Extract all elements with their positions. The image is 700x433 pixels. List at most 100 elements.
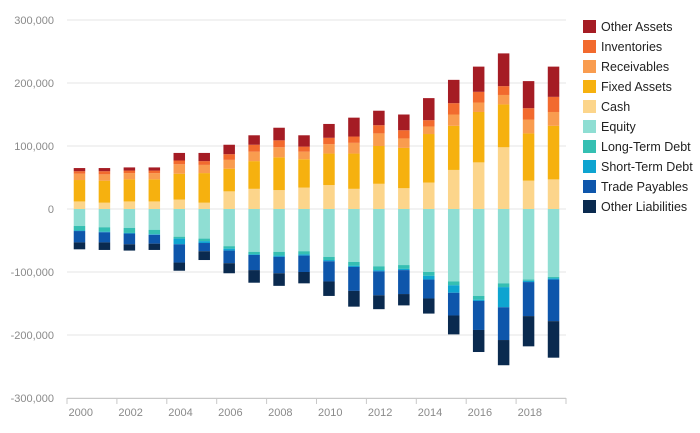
bar-other-liabilities-2016	[472, 329, 485, 353]
bar-cash-2016	[472, 162, 485, 209]
bar-other-liabilities-2006	[223, 263, 235, 274]
bar-inventories-2015	[447, 103, 460, 115]
bar-receivables-2011	[348, 142, 360, 154]
bar-long-term-debt-2012	[373, 266, 385, 271]
legend-swatch-other-assets	[583, 20, 596, 33]
y-tick-label: -300,000	[11, 393, 54, 405]
bar-short-term-debt-2000	[73, 230, 86, 232]
y-tick-label: 300,000	[14, 15, 54, 27]
bar-long-term-debt-2006	[223, 246, 235, 249]
bar-equity-2006	[223, 209, 235, 247]
legend-swatch-receivables	[583, 60, 596, 73]
bar-fixed-assets-2011	[348, 153, 360, 189]
bar-trade-payables-2014	[423, 279, 435, 299]
bar-inventories-2010	[323, 137, 335, 145]
bar-inventories-2005	[198, 161, 210, 165]
bar-receivables-2009	[298, 151, 310, 160]
bar-inventories-2002	[123, 170, 136, 174]
x-tick-label: 2008	[268, 407, 292, 419]
bar-short-term-debt-2019	[547, 278, 560, 280]
bar-other-assets-2004	[173, 152, 186, 161]
bar-fixed-assets-2010	[323, 153, 335, 186]
bar-receivables-2014	[423, 126, 435, 135]
bar-cash-2018	[522, 180, 535, 209]
bar-trade-payables-2017	[497, 307, 510, 341]
bar-long-term-debt-2014	[423, 272, 435, 276]
bar-long-term-debt-2004	[173, 236, 186, 239]
bar-cash-2012	[373, 183, 385, 209]
bar-fixed-assets-2016	[472, 111, 485, 163]
bar-long-term-debt-2001	[98, 227, 111, 232]
bar-trade-payables-2001	[98, 232, 111, 243]
bar-other-liabilities-2008	[273, 273, 285, 286]
bar-fixed-assets-2007	[248, 161, 260, 189]
legend-label-long-term-debt: Long-Term Debt	[601, 140, 691, 154]
bar-other-assets-2001	[98, 168, 111, 172]
bar-receivables-2001	[98, 174, 111, 181]
bar-other-liabilities-2013	[398, 294, 410, 306]
bar-fixed-assets-2015	[447, 125, 460, 170]
bar-other-liabilities-2017	[497, 340, 510, 366]
legend-swatch-trade-payables	[583, 180, 596, 193]
bar-equity-2009	[298, 209, 310, 252]
bar-short-term-debt-2016	[472, 299, 485, 301]
bar-receivables-2004	[173, 164, 186, 174]
bar-equity-2017	[497, 209, 510, 284]
bar-long-term-debt-2019	[547, 277, 560, 279]
bar-trade-payables-2016	[472, 300, 485, 330]
bar-cash-2019	[547, 179, 560, 209]
bar-receivables-2010	[323, 144, 335, 154]
bar-trade-payables-2018	[522, 282, 535, 317]
bar-other-liabilities-2018	[522, 316, 535, 347]
bar-other-liabilities-2019	[547, 321, 560, 358]
bar-fixed-assets-2004	[173, 173, 186, 200]
bar-equity-2010	[323, 209, 335, 257]
bar-other-assets-2011	[348, 117, 360, 137]
bar-short-term-debt-2011	[348, 265, 360, 267]
bar-cash-2001	[98, 202, 111, 209]
bar-fixed-assets-2003	[148, 179, 161, 202]
bar-long-term-debt-2008	[273, 251, 285, 256]
bar-other-assets-2009	[298, 135, 310, 147]
bar-fixed-assets-2018	[522, 133, 535, 181]
bar-equity-2001	[98, 209, 111, 228]
y-tick-label: -200,000	[11, 330, 54, 342]
bar-inventories-2013	[398, 130, 410, 139]
bar-receivables-2000	[73, 173, 86, 181]
x-tick-label: 2006	[218, 407, 242, 419]
bar-receivables-2016	[472, 102, 485, 112]
x-tick-label: 2004	[168, 407, 192, 419]
legend-label-trade-payables: Trade Payables	[601, 180, 688, 194]
bar-receivables-2006	[223, 159, 235, 169]
bar-cash-2006	[223, 191, 235, 209]
x-tick-label: 2018	[518, 407, 542, 419]
bar-other-liabilities-2003	[148, 243, 161, 250]
bar-fixed-assets-2000	[73, 180, 86, 202]
legend-swatch-long-term-debt	[583, 140, 596, 153]
bar-fixed-assets-2005	[198, 173, 210, 203]
bar-long-term-debt-2015	[447, 281, 460, 286]
bar-long-term-debt-2010	[323, 256, 335, 261]
bar-trade-payables-2019	[547, 279, 560, 322]
legend: Other Assets Inventories Receivables Fixed …	[583, 20, 693, 214]
bar-long-term-debt-2009	[298, 251, 310, 255]
bar-inventories-2007	[248, 144, 260, 152]
bar-other-assets-2019	[547, 66, 560, 97]
x-axis: 2000 2002 2004 2006 2008 2010 2012 2014 2016 2018	[66, 398, 567, 419]
bar-inventories-2004	[173, 160, 186, 165]
legend-swatch-inventories	[583, 40, 596, 53]
bar-cash-2011	[348, 188, 360, 209]
bar-equity-2002	[123, 209, 136, 228]
bar-cash-2015	[447, 169, 460, 209]
bar-other-liabilities-2004	[173, 262, 186, 271]
bar-fixed-assets-2019	[547, 125, 560, 180]
bar-equity-2004	[173, 209, 186, 237]
bar-long-term-debt-2016	[472, 295, 485, 300]
x-tick-label: 2002	[118, 407, 142, 419]
bar-fixed-assets-2006	[223, 168, 235, 192]
bar-receivables-2015	[447, 114, 460, 126]
bar-receivables-2002	[123, 173, 136, 180]
bar-inventories-2009	[298, 146, 310, 152]
bar-other-assets-2016	[472, 66, 485, 92]
bar-inventories-2003	[148, 170, 161, 174]
